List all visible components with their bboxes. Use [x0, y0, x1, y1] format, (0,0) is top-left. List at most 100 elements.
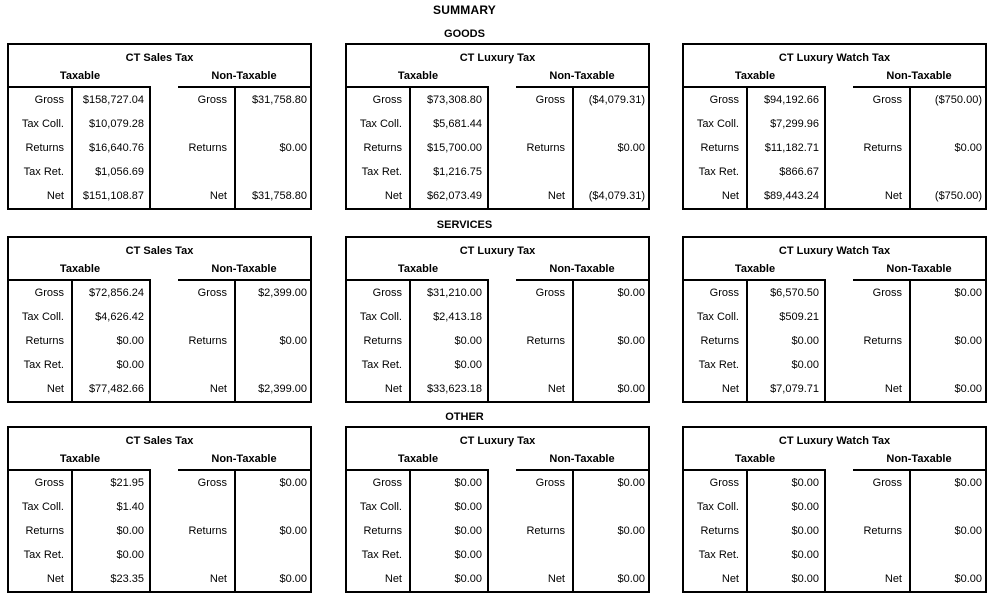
taxable-right-border-line: [149, 88, 151, 208]
taxable-gross-label: Gross: [34, 287, 64, 299]
taxable-column-header: Taxable: [684, 69, 826, 88]
taxable-tax-coll-value: $1.40: [116, 501, 144, 513]
non-taxable-returns-label: Returns: [526, 142, 565, 154]
taxable-gross-value: $6,570.50: [770, 287, 819, 299]
table-title: CT Luxury Watch Tax: [778, 245, 891, 257]
non-taxable-gross-label: Gross: [197, 94, 227, 106]
non-taxable-net-value: $0.00: [617, 383, 645, 395]
section-label-goods: GOODS: [444, 28, 485, 40]
taxable-right-border-line: [149, 471, 151, 591]
taxable-column-header: Taxable: [347, 262, 489, 281]
taxable-tax-coll-label: Tax Coll.: [21, 118, 64, 130]
non-taxable-divider-line: [909, 281, 911, 401]
taxable-divider-line: [409, 281, 411, 401]
taxable-returns-label: Returns: [363, 335, 402, 347]
non-taxable-gross-value: $0.00: [279, 477, 307, 489]
taxable-tax-ret-value: $0.00: [454, 359, 482, 371]
taxable-gross-label: Gross: [34, 477, 64, 489]
taxable-tax-ret-value: $1,056.69: [95, 166, 144, 178]
taxable-divider-line: [71, 471, 73, 591]
taxable-tax-ret-value: $1,216.75: [433, 166, 482, 178]
non-taxable-gross-value: $0.00: [954, 287, 982, 299]
table-goods-ct-luxury-watch-tax: CT Luxury Watch Tax Taxable Non-Taxable …: [682, 43, 987, 210]
table-services-ct-luxury-tax: CT Luxury Tax Taxable Non-Taxable Gross …: [345, 236, 650, 403]
taxable-returns-value: $0.00: [791, 335, 819, 347]
table-goods-ct-luxury-tax: CT Luxury Tax Taxable Non-Taxable Gross …: [345, 43, 650, 210]
taxable-tax-coll-label: Tax Coll.: [696, 501, 739, 513]
non-taxable-gross-label: Gross: [872, 287, 902, 299]
non-taxable-column-header: Non-Taxable: [516, 452, 648, 471]
taxable-tax-coll-label: Tax Coll.: [359, 311, 402, 323]
taxable-returns-value: $0.00: [116, 525, 144, 537]
non-taxable-net-label: Net: [547, 383, 565, 395]
taxable-gross-value: $73,308.80: [426, 94, 482, 106]
table-other-ct-luxury-watch-tax: CT Luxury Watch Tax Taxable Non-Taxable …: [682, 426, 987, 593]
non-taxable-gross-label: Gross: [535, 94, 565, 106]
non-taxable-net-label: Net: [547, 573, 565, 585]
taxable-tax-coll-label: Tax Coll.: [696, 311, 739, 323]
taxable-net-label: Net: [384, 190, 402, 202]
taxable-gross-label: Gross: [709, 477, 739, 489]
non-taxable-returns-label: Returns: [188, 142, 227, 154]
non-taxable-returns-label: Returns: [526, 525, 565, 537]
taxable-column-header: Taxable: [9, 452, 151, 471]
non-taxable-returns-label: Returns: [188, 525, 227, 537]
taxable-tax-coll-value: $5,681.44: [433, 118, 482, 130]
taxable-tax-coll-value: $509.21: [779, 311, 819, 323]
taxable-right-border-line: [824, 471, 826, 591]
non-taxable-returns-value: $0.00: [617, 525, 645, 537]
table-other-ct-luxury-tax: CT Luxury Tax Taxable Non-Taxable Gross …: [345, 426, 650, 593]
taxable-net-label: Net: [384, 383, 402, 395]
table-services-ct-sales-tax: CT Sales Tax Taxable Non-Taxable Gross T…: [7, 236, 312, 403]
non-taxable-divider-line: [572, 281, 574, 401]
taxable-returns-label: Returns: [25, 335, 64, 347]
taxable-tax-ret-value: $0.00: [454, 549, 482, 561]
non-taxable-column-header: Non-Taxable: [853, 262, 985, 281]
taxable-tax-ret-value: $0.00: [791, 359, 819, 371]
non-taxable-column-header: Non-Taxable: [516, 69, 648, 88]
taxable-column-header: Taxable: [347, 69, 489, 88]
section-label-other: OTHER: [445, 411, 484, 423]
non-taxable-net-label: Net: [209, 573, 227, 585]
table-title: CT Sales Tax: [125, 52, 194, 64]
taxable-divider-line: [71, 281, 73, 401]
non-taxable-returns-value: $0.00: [954, 142, 982, 154]
taxable-tax-ret-label: Tax Ret.: [698, 166, 739, 178]
taxable-returns-label: Returns: [700, 335, 739, 347]
taxable-right-border-line: [487, 281, 489, 401]
taxable-returns-value: $0.00: [454, 335, 482, 347]
taxable-tax-coll-label: Tax Coll.: [359, 501, 402, 513]
taxable-returns-label: Returns: [363, 525, 402, 537]
taxable-gross-value: $72,856.24: [88, 287, 144, 299]
taxable-divider-line: [71, 88, 73, 208]
taxable-returns-value: $0.00: [791, 525, 819, 537]
non-taxable-gross-label: Gross: [535, 477, 565, 489]
non-taxable-returns-label: Returns: [863, 142, 902, 154]
taxable-net-value: $62,073.49: [426, 190, 482, 202]
taxable-tax-ret-label: Tax Ret.: [361, 166, 402, 178]
taxable-returns-value: $16,640.76: [88, 142, 144, 154]
taxable-column-header: Taxable: [9, 262, 151, 281]
non-taxable-net-value: ($4,079.31): [588, 190, 645, 202]
taxable-right-border-line: [824, 88, 826, 208]
non-taxable-net-label: Net: [209, 190, 227, 202]
taxable-gross-value: $158,727.04: [82, 94, 144, 106]
taxable-tax-ret-value: $0.00: [116, 359, 144, 371]
taxable-net-value: $0.00: [454, 573, 482, 585]
taxable-right-border-line: [487, 471, 489, 591]
taxable-returns-value: $0.00: [116, 335, 144, 347]
taxable-net-label: Net: [384, 573, 402, 585]
taxable-tax-coll-label: Tax Coll.: [21, 311, 64, 323]
taxable-gross-label: Gross: [372, 94, 402, 106]
taxable-tax-ret-value: $866.67: [779, 166, 819, 178]
taxable-tax-coll-label: Tax Coll.: [696, 118, 739, 130]
report-title: SUMMARY: [433, 3, 496, 17]
taxable-net-label: Net: [46, 573, 64, 585]
taxable-returns-label: Returns: [25, 142, 64, 154]
table-title: CT Luxury Tax: [459, 52, 536, 64]
taxable-net-value: $77,482.66: [88, 383, 144, 395]
taxable-returns-value: $0.00: [454, 525, 482, 537]
taxable-divider-line: [746, 471, 748, 591]
taxable-gross-label: Gross: [34, 94, 64, 106]
taxable-column-header: Taxable: [684, 262, 826, 281]
